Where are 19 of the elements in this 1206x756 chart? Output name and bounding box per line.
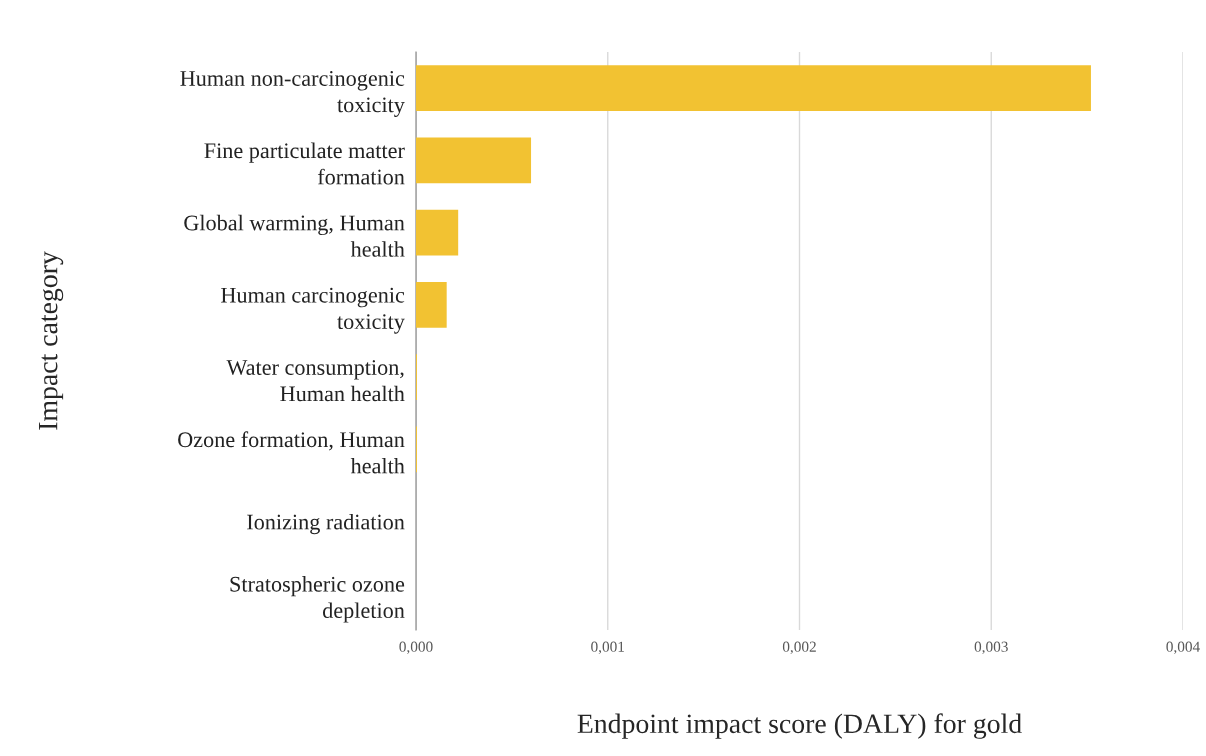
bar: [416, 65, 1091, 111]
y-tick-label: Stratospheric ozone depletion: [230, 576, 405, 623]
bar: [416, 282, 447, 328]
bar: [416, 137, 532, 184]
bar: [416, 209, 459, 256]
y-tick-label: Fine particulate matter formation: [204, 142, 405, 185]
x-tick-label: 0,000: [399, 641, 433, 655]
y-axis-title: Impact category: [39, 251, 64, 430]
y-tick-label: Human carcinogenic toxicity: [221, 287, 405, 334]
x-axis-title: Endpoint impact score (DALY) for gold: [577, 713, 1022, 739]
x-tick-label: 0,001: [591, 641, 625, 655]
y-tick-label: Ionizing radiation: [247, 513, 405, 535]
x-tick-label: 0,004: [1166, 641, 1200, 655]
x-tick-label: 0,002: [782, 641, 816, 655]
y-tick-label: Global warming, Human health: [184, 214, 405, 257]
x-tick-label: 0,003: [974, 641, 1008, 655]
y-tick-label: Human non-carcinogenic toxicity: [180, 71, 405, 117]
y-tick-label: Ozone formation, Human health: [178, 431, 405, 474]
y-tick-label: Water consumption, Human health: [226, 360, 405, 402]
